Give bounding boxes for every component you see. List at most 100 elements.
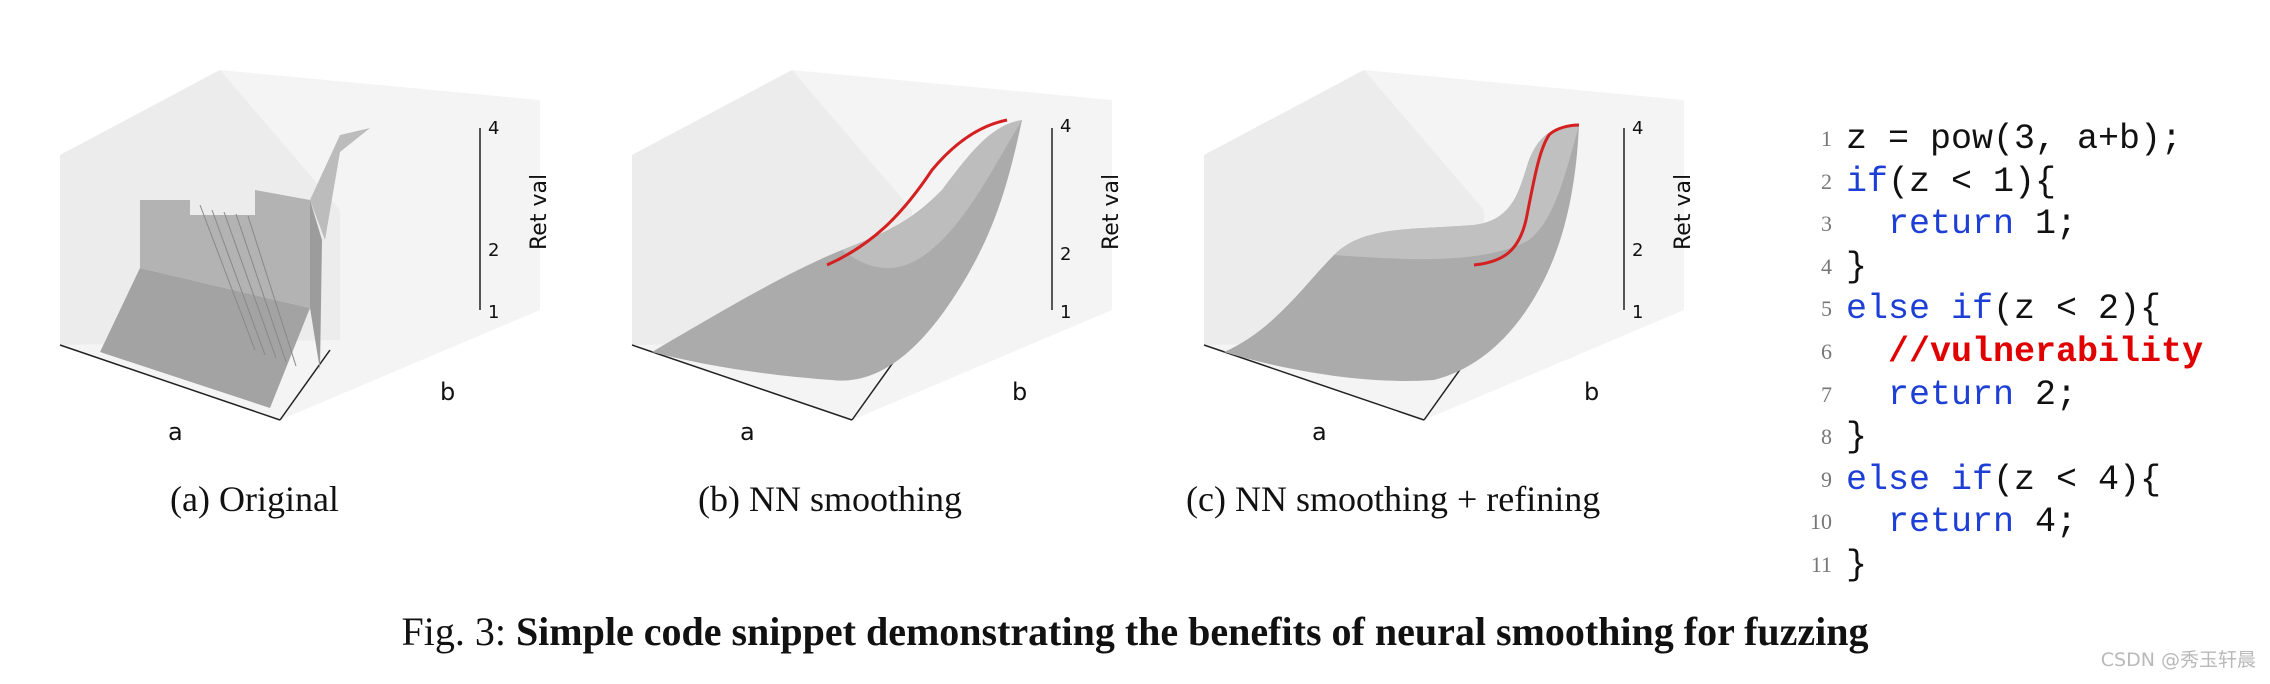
line-number: 2 xyxy=(1821,168,1832,194)
code-line: 2 if(z < 1){ xyxy=(1800,161,2260,204)
code-line: 6 //vulnerability xyxy=(1800,331,2260,374)
code-token xyxy=(1846,332,1888,372)
code-keyword: else if xyxy=(1846,289,1994,330)
code-text: } xyxy=(1846,246,1867,289)
figure-caption: Fig. 3: Simple code snippet demonstratin… xyxy=(0,608,2270,655)
axis-b-label: b xyxy=(1012,378,1027,406)
axis-a-label: a xyxy=(740,418,755,446)
code-line: 3 return 1; xyxy=(1800,203,2260,246)
line-number: 8 xyxy=(1821,424,1832,450)
code-line: 11} xyxy=(1800,544,2260,587)
axis-a-line xyxy=(631,344,853,421)
code-text: } xyxy=(1846,416,1867,459)
smooth-surface xyxy=(652,120,1022,381)
code-text: return 1; xyxy=(1846,203,2077,246)
axis-z-label: Ret val xyxy=(527,174,552,250)
code-keyword: if xyxy=(1846,161,1889,202)
axis-z-label: Ret val xyxy=(1099,174,1124,250)
refined-surface-highlight xyxy=(1334,125,1579,260)
code-token xyxy=(1846,204,1888,244)
code-keyword: else if xyxy=(1846,459,1994,500)
axis-a-label: a xyxy=(1312,418,1327,446)
code-line: 8} xyxy=(1800,416,2260,459)
code-line: 9 else if(z < 4){ xyxy=(1800,459,2260,502)
code-text: else if(z < 2){ xyxy=(1846,288,2161,331)
code-text: else if(z < 4){ xyxy=(1846,459,2161,502)
code-token xyxy=(1846,375,1888,415)
z-ticks: 4 2 1 xyxy=(1632,118,1643,323)
figure-label: Fig. 3: xyxy=(401,609,506,654)
axis-z-label: Ret val xyxy=(1671,174,1696,250)
tick-z-4: 4 xyxy=(1060,116,1071,137)
code-text: return 4; xyxy=(1846,501,2077,544)
code-text: } xyxy=(1846,544,1867,587)
code-token: z = pow(3, a+b); xyxy=(1846,119,2183,159)
tick-z-1: 1 xyxy=(1060,302,1071,323)
line-number: 4 xyxy=(1821,253,1832,279)
axis-a-line xyxy=(59,344,281,421)
tick-z-2: 2 xyxy=(1632,240,1643,261)
surface-steps xyxy=(199,204,297,367)
line-number: 9 xyxy=(1821,466,1832,492)
code-text: return 2; xyxy=(1846,374,2077,417)
tick-z-1: 1 xyxy=(488,302,499,323)
code-token xyxy=(1846,502,1888,542)
axis-b-label: b xyxy=(1584,378,1599,406)
axis-a-line xyxy=(1203,344,1425,421)
surface-plot-original: 4 2 1 Ret val a b xyxy=(59,70,552,446)
code-comment-vulnerability: //vulnerability xyxy=(1888,331,2204,372)
surface-plot-nn-smoothing-refining: 4 2 1 Ret val a b xyxy=(1203,70,1696,446)
code-text: z = pow(3, a+b); xyxy=(1846,118,2182,161)
line-number: 7 xyxy=(1821,381,1832,407)
z-ticks: 4 2 1 xyxy=(1060,116,1071,323)
code-line: 10 return 4; xyxy=(1800,501,2260,544)
code-token: } xyxy=(1846,544,1868,585)
code-line: 1 z = pow(3, a+b); xyxy=(1800,118,2260,161)
smooth-surface-highlight xyxy=(842,120,1022,269)
subcaption-a: (a) Original xyxy=(170,479,339,519)
code-token: 1; xyxy=(2014,204,2078,245)
code-token: (z < 1){ xyxy=(1888,161,2057,202)
code-line: 5 else if(z < 2){ xyxy=(1800,288,2260,331)
line-number: 3 xyxy=(1821,211,1832,237)
code-line: 7 return 2; xyxy=(1800,374,2260,417)
line-number: 10 xyxy=(1810,509,1832,535)
code-text: if(z < 1){ xyxy=(1846,161,2056,204)
code-keyword: return xyxy=(1888,204,2015,245)
surface-side xyxy=(310,200,322,370)
tick-z-1: 1 xyxy=(1632,302,1643,323)
figure-title: Simple code snippet demonstrating the be… xyxy=(515,609,1869,654)
tick-z-4: 4 xyxy=(1632,118,1643,139)
code-token: (z < 2){ xyxy=(1993,289,2162,330)
code-keyword: return xyxy=(1888,374,2015,415)
plot-nn-smoothing: 4 2 1 Ret val a b (b) NN smoothing xyxy=(612,40,1202,519)
code-token: } xyxy=(1846,246,1868,287)
gradient-curve xyxy=(1473,123,1580,267)
watermark: CSDN @秀玉轩晨 xyxy=(2100,649,2256,671)
code-token: (z < 4){ xyxy=(1993,459,2162,500)
plot-original: 4 2 1 Ret val a b (a) Original xyxy=(40,40,630,519)
surface-plot-nn-smoothing: 4 2 1 Ret val a b xyxy=(631,70,1124,446)
line-number: 6 xyxy=(1821,338,1832,364)
plot-nn-smoothing-refining: 4 2 1 Ret val a b (c) NN smoothing + ref… xyxy=(1184,40,1774,519)
axis-b-label: b xyxy=(440,378,455,406)
axis-b-line xyxy=(279,349,331,421)
subcaption-c: (c) NN smoothing + refining xyxy=(1186,479,1601,519)
tick-z-2: 2 xyxy=(1060,244,1071,265)
line-number: 5 xyxy=(1821,296,1832,322)
line-number: 11 xyxy=(1810,551,1832,577)
surface-base xyxy=(100,268,310,408)
code-keyword: return xyxy=(1888,502,2015,543)
tick-z-4: 4 xyxy=(488,118,499,139)
subcaption-b: (b) NN smoothing xyxy=(698,479,962,519)
z-ticks: 4 2 1 xyxy=(488,118,499,323)
code-text: //vulnerability xyxy=(1846,331,2203,374)
code-line: 4} xyxy=(1800,246,2260,289)
surface-top-step xyxy=(310,128,370,240)
code-token: 4; xyxy=(2014,502,2078,543)
tick-z-2: 2 xyxy=(488,240,499,261)
axis-a-label: a xyxy=(168,418,183,446)
code-token: 2; xyxy=(2014,374,2078,415)
line-number: 1 xyxy=(1821,126,1832,151)
